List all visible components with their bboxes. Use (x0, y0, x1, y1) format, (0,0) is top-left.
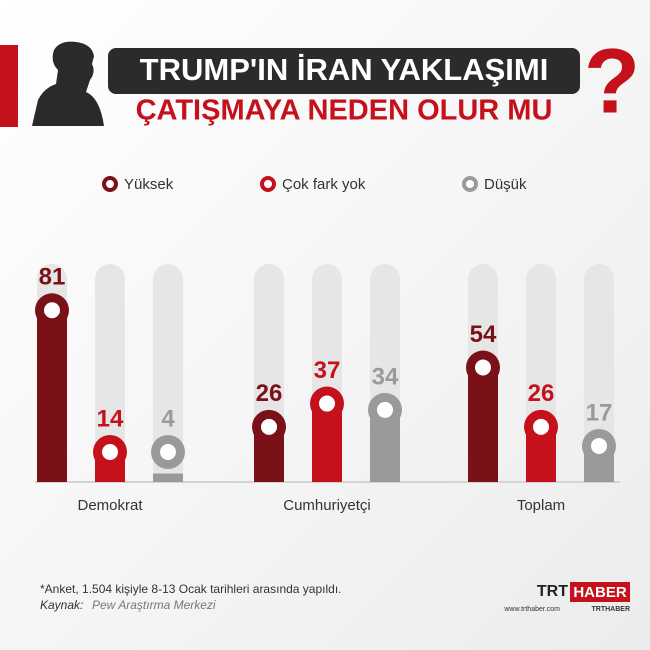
note: *Anket, 1.504 kişiyle 8-13 Ocak tarihler… (40, 582, 342, 596)
legend-label: Düşük (484, 176, 527, 193)
legend-marker (102, 176, 118, 192)
bar-cap-inner (319, 395, 335, 412)
track (584, 264, 614, 482)
value-label: 37 (314, 357, 341, 384)
value-label: 26 (528, 380, 555, 407)
accent-bar (0, 45, 18, 127)
website: www.trthaber.com (503, 606, 560, 613)
bar-cap-inner (44, 302, 60, 319)
bar (468, 367, 498, 482)
bar-cap-inner (160, 444, 176, 460)
legend-label: Yüksek (124, 176, 174, 193)
bar-cap-inner (475, 359, 491, 376)
x-tick-label: Toplam (517, 497, 565, 514)
value-label: 54 (470, 321, 497, 348)
source: Pew Araştırma Merkezi (92, 598, 216, 612)
track (95, 264, 125, 482)
bar (153, 473, 183, 482)
title: TRUMP'IN İRAN YAKLAŞIMI (140, 52, 549, 87)
question-mark: ? (584, 30, 640, 132)
brand-box (570, 582, 630, 602)
brand-haber: HABER (573, 584, 627, 601)
value-label: 14 (97, 405, 124, 432)
bar-cap-inner (102, 444, 118, 460)
track (153, 264, 183, 482)
value-label: 17 (586, 399, 613, 426)
x-tick-label: Demokrat (77, 497, 143, 514)
value-label: 4 (161, 405, 175, 432)
legend-marker (462, 176, 478, 192)
brand-trt: TRT (537, 583, 568, 600)
value-label: 34 (372, 363, 399, 390)
bar-cap-inner (261, 418, 277, 435)
legend-label: Çok fark yok (282, 176, 366, 193)
title: ÇATIŞMAYA NEDEN OLUR MU (136, 95, 553, 127)
value-label: 81 (39, 264, 66, 291)
bar (37, 310, 67, 482)
value-label: 26 (256, 380, 283, 407)
bar-cap-inner (591, 437, 607, 454)
bar-cap-inner (377, 401, 393, 418)
x-tick-label: Cumhuriyetçi (283, 497, 371, 514)
bar-cap-inner (533, 418, 549, 435)
title-box (108, 48, 580, 94)
silhouette (32, 41, 104, 126)
handle: TRTHABER (592, 606, 631, 613)
legend-marker (260, 176, 276, 192)
source-label: Kaynak: (40, 598, 83, 612)
